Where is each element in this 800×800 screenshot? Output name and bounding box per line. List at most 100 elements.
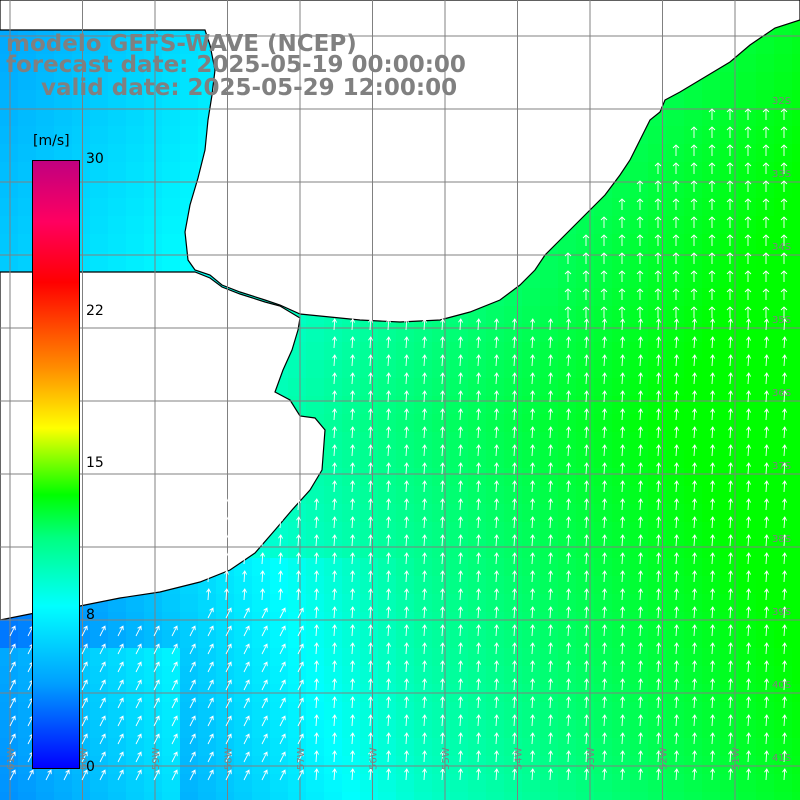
latitude-label: 40S — [772, 680, 791, 691]
field-cell — [450, 666, 468, 684]
field-cell — [594, 630, 612, 648]
field-cell — [702, 198, 720, 216]
field-cell — [684, 792, 702, 800]
wind-arrow — [171, 679, 178, 691]
field-cell — [90, 72, 108, 90]
field-cell — [486, 414, 504, 432]
field-cell — [216, 756, 234, 774]
wind-arrow — [728, 588, 733, 601]
field-cell — [342, 594, 360, 612]
field-cell — [72, 54, 90, 72]
field-cell — [162, 234, 180, 252]
wind-arrow — [279, 661, 286, 673]
wind-arrow — [386, 372, 391, 385]
wind-arrow — [512, 354, 517, 367]
wind-arrow — [368, 768, 373, 781]
field-cell — [540, 756, 558, 774]
wind-arrow — [638, 642, 643, 655]
field-cell — [630, 468, 648, 486]
wind-arrow — [782, 750, 787, 763]
field-cell — [666, 738, 684, 756]
wind-arrow — [386, 480, 391, 493]
wind-arrow — [476, 498, 481, 511]
wind-arrow — [728, 516, 733, 529]
wind-arrow — [476, 552, 481, 565]
wind-arrow — [153, 679, 160, 691]
wind-arrow — [314, 678, 319, 691]
field-cell — [738, 108, 756, 126]
field-cell — [558, 486, 576, 504]
wind-arrow — [674, 714, 679, 727]
field-cell — [108, 702, 126, 720]
wind-arrow — [710, 480, 715, 493]
field-cell — [234, 702, 252, 720]
field-cell — [792, 108, 800, 126]
wind-arrow — [476, 660, 481, 673]
field-cell — [360, 432, 378, 450]
field-cell — [450, 756, 468, 774]
wind-arrow — [225, 769, 232, 781]
field-cell — [144, 36, 162, 54]
field-cell — [360, 756, 378, 774]
field-cell — [684, 756, 702, 774]
field-cell — [162, 72, 180, 90]
wind-arrow — [261, 679, 268, 691]
wind-arrow — [458, 390, 463, 403]
field-cell — [720, 702, 738, 720]
wind-arrow — [512, 336, 517, 349]
field-cell — [252, 792, 270, 800]
field-cell — [702, 540, 720, 558]
field-cell — [594, 270, 612, 288]
wind-arrow — [690, 288, 698, 300]
wind-arrow — [242, 588, 247, 601]
field-cell — [18, 36, 36, 54]
field-cell — [756, 216, 774, 234]
field-cell — [612, 450, 630, 468]
wind-arrow — [440, 390, 445, 403]
field-cell — [792, 522, 800, 540]
field-cell — [540, 450, 558, 468]
field-cell — [738, 720, 756, 738]
wind-arrow — [636, 198, 644, 210]
wind-arrow — [762, 216, 770, 228]
wind-arrow — [780, 108, 788, 120]
field-cell — [684, 486, 702, 504]
field-cell — [648, 198, 666, 216]
wind-arrow — [350, 516, 355, 529]
wind-arrow — [728, 642, 733, 655]
wind-arrow — [368, 606, 373, 619]
wind-arrow — [404, 480, 409, 493]
field-cell — [72, 126, 90, 144]
wind-arrow — [710, 678, 715, 691]
field-cell — [0, 648, 18, 666]
wind-arrow — [530, 354, 535, 367]
field-cell — [630, 648, 648, 666]
field-cell — [468, 738, 486, 756]
wind-arrow — [638, 336, 643, 349]
field-cell — [666, 108, 684, 126]
field-cell — [324, 792, 342, 800]
wind-arrow — [512, 570, 517, 583]
wind-arrow — [494, 750, 499, 763]
field-cell — [702, 144, 720, 162]
field-cell — [774, 108, 792, 126]
wind-arrow — [582, 306, 590, 318]
field-cell — [612, 720, 630, 738]
field-cell — [630, 306, 648, 324]
wind-arrow — [672, 144, 680, 156]
wind-arrow — [404, 606, 409, 619]
field-cell — [378, 594, 396, 612]
wind-arrow — [602, 480, 607, 493]
field-cell — [774, 738, 792, 756]
wind-arrow — [638, 462, 643, 475]
field-cell — [792, 540, 800, 558]
wind-arrow — [692, 750, 697, 763]
wind-arrow — [207, 715, 214, 727]
field-cell — [774, 216, 792, 234]
field-cell — [792, 666, 800, 684]
wind-arrow — [530, 768, 535, 781]
wind-arrow — [764, 714, 769, 727]
wind-arrow — [530, 588, 535, 601]
field-cell — [648, 306, 666, 324]
wind-arrow — [332, 696, 337, 709]
